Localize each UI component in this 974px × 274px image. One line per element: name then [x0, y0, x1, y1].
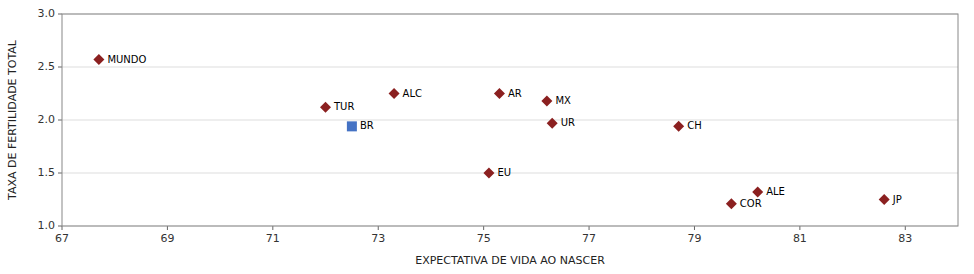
- tick-mark: [58, 226, 62, 227]
- point-label: CH: [687, 120, 702, 131]
- tick-mark: [58, 67, 62, 68]
- tick-mark: [483, 226, 484, 230]
- tick-label: 3.0: [38, 7, 56, 20]
- tick-mark: [272, 226, 273, 230]
- tick-mark: [694, 226, 695, 230]
- tick-label: 81: [793, 232, 807, 245]
- tick-label: 79: [687, 232, 701, 245]
- tick-label: 75: [477, 232, 491, 245]
- tick-mark: [58, 14, 62, 15]
- point-label: UR: [561, 117, 575, 128]
- point: [547, 118, 558, 129]
- chart: 1.0 1.5 2.0 2.5 3.0 67 69 71 73 75 77 79 81 83 EXPECTA…: [0, 0, 974, 274]
- grid-line: [62, 67, 958, 68]
- tick-label: 71: [266, 232, 280, 245]
- point-label: AR: [508, 88, 522, 99]
- point-label: ALC: [403, 88, 422, 99]
- x-axis-label: EXPECTATIVA DE VIDA AO NASCER: [415, 254, 605, 267]
- tick-mark: [62, 226, 63, 230]
- point-label: JP: [892, 194, 902, 205]
- plot-background: [62, 14, 958, 226]
- point: [673, 121, 684, 132]
- tick-mark: [58, 173, 62, 174]
- point: [879, 194, 890, 205]
- point-label: MX: [555, 95, 571, 106]
- point: [541, 95, 552, 106]
- point: [93, 54, 104, 65]
- tick-label: 69: [160, 232, 174, 245]
- point-label: EU: [497, 167, 511, 178]
- tick-label: 67: [55, 232, 69, 245]
- point: [752, 187, 763, 198]
- point: [726, 198, 737, 209]
- plot-frame: [62, 14, 958, 226]
- tick-label: 83: [898, 232, 912, 245]
- tick-mark: [905, 226, 906, 230]
- tick-label: 77: [582, 232, 596, 245]
- point: [494, 88, 505, 99]
- point: [483, 168, 494, 179]
- y-axis-label: TAXA DE FERTILIDADE TOTAL: [6, 39, 19, 201]
- grid-line: [62, 120, 958, 121]
- tick-mark: [799, 226, 800, 230]
- tick-label: 1.0: [38, 219, 56, 232]
- tick-mark: [58, 120, 62, 121]
- tick-label: 1.5: [38, 166, 56, 179]
- tick-mark: [378, 226, 379, 230]
- point-labels: MUNDO TUR ALC AR MX UR EU CH COR ALE JP BR: [107, 54, 901, 209]
- point: [347, 121, 357, 131]
- points: [93, 54, 889, 209]
- point-label: MUNDO: [107, 54, 146, 65]
- grid: [62, 14, 958, 226]
- point-label: COR: [740, 198, 762, 209]
- point-label: BR: [360, 120, 374, 131]
- tick-label: 2.0: [38, 113, 56, 126]
- point: [389, 88, 400, 99]
- point-label: ALE: [766, 186, 785, 197]
- point: [320, 102, 331, 113]
- point-label: TUR: [333, 101, 354, 112]
- axes: 1.0 1.5 2.0 2.5 3.0 67 69 71 73 75 77 79 81 83: [38, 7, 913, 245]
- tick-label: 2.5: [38, 60, 56, 73]
- tick-mark: [167, 226, 168, 230]
- tick-label: 73: [371, 232, 385, 245]
- tick-mark: [589, 226, 590, 230]
